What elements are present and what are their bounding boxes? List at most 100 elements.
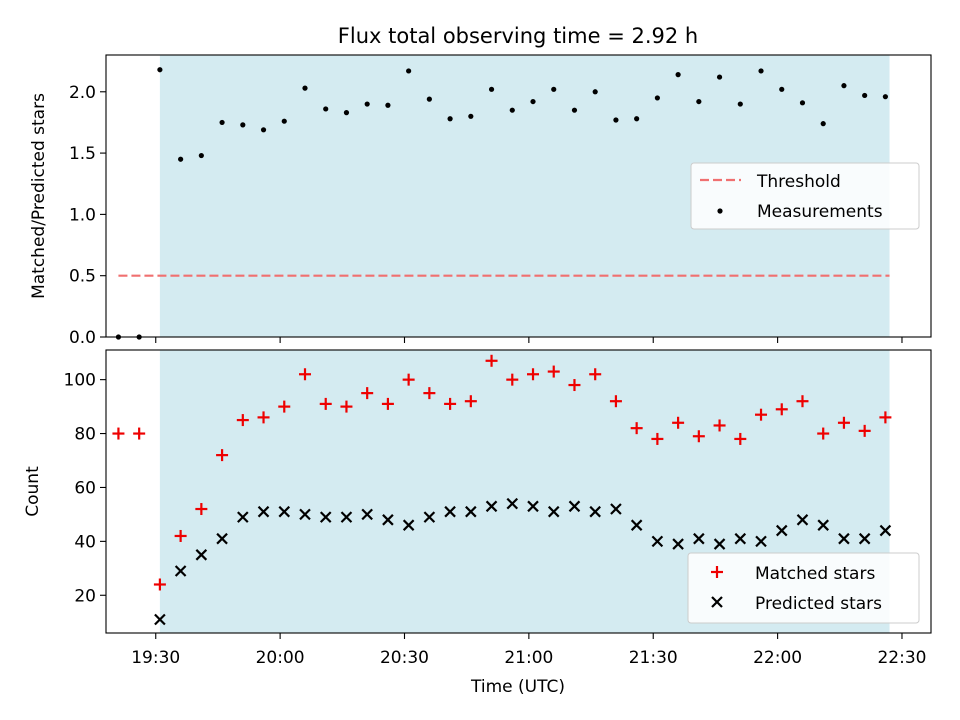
matched-star-point xyxy=(485,354,498,367)
matched-star-point xyxy=(672,416,685,429)
predicted-star-point xyxy=(237,511,249,523)
bottom-legend: Matched stars Predicted stars xyxy=(687,552,920,624)
measurement-point xyxy=(406,68,412,74)
measurement-point xyxy=(571,107,578,113)
matched-star-point xyxy=(609,395,622,408)
predicted-star-point xyxy=(319,511,332,523)
predicted-star-point xyxy=(817,519,829,531)
predicted-star-point xyxy=(257,505,270,518)
measurement-point xyxy=(882,94,888,100)
x-tick-label: 20:00 xyxy=(256,648,305,668)
measurement-point xyxy=(799,100,806,106)
bottom-frame xyxy=(105,349,932,634)
predicted-star-point xyxy=(340,511,353,523)
chart-title: Flux total observing time = 2.92 h xyxy=(338,24,698,48)
top-y-tick-label: 0.5 xyxy=(69,267,96,287)
matched-star-point xyxy=(319,397,332,410)
measurement-point xyxy=(385,102,391,108)
measurement-point xyxy=(654,95,660,101)
measurement-point xyxy=(281,118,287,124)
matched-star-point xyxy=(547,365,560,378)
bottom-y-tick-label: 100 xyxy=(64,371,96,391)
top-y-ticks: 0.0 0.5 1.0 1.5 2.0 xyxy=(69,83,106,348)
predicted-star-point xyxy=(154,613,166,626)
x-tick-label: 22:00 xyxy=(753,648,802,668)
measurement-point xyxy=(613,117,619,123)
matched-star-point xyxy=(837,416,850,429)
x-tick-label: 20:30 xyxy=(380,648,429,668)
measurement-point xyxy=(240,122,246,128)
predicted-star-point xyxy=(527,500,539,513)
measurement-point xyxy=(198,152,204,159)
measurement-point xyxy=(841,83,847,89)
x-tick-label: 22:30 xyxy=(877,648,926,668)
predicted-star-point xyxy=(506,497,519,510)
predicted-star-point xyxy=(734,532,747,545)
predicted-star-point xyxy=(755,535,767,548)
x-tick-label: 21:00 xyxy=(504,648,553,668)
measurement-point xyxy=(447,116,453,122)
matched-star-point xyxy=(278,400,291,413)
x-tick-label: 19:30 xyxy=(131,648,180,668)
matched-star-point xyxy=(568,379,581,392)
legend-threshold-label: Threshold xyxy=(756,172,841,192)
measurement-points xyxy=(115,67,888,340)
bottom-legend-box xyxy=(687,552,920,624)
predicted-star-point xyxy=(485,500,498,513)
matched-star-point xyxy=(298,368,311,381)
measurement-point xyxy=(178,156,184,162)
top-y-tick-label: 1.0 xyxy=(69,205,96,225)
predicted-star-point xyxy=(361,508,373,521)
measurement-point xyxy=(592,89,598,95)
measurement-point xyxy=(634,116,640,122)
measurement-point xyxy=(530,98,536,105)
top-y-tick-label: 1.5 xyxy=(69,144,96,164)
top-legend: Threshold Measurements xyxy=(690,162,920,230)
measurement-point xyxy=(219,119,225,126)
measurement-point xyxy=(675,72,681,78)
matched-star-point xyxy=(257,411,270,424)
matched-star-point xyxy=(692,430,705,443)
predicted-star-point xyxy=(713,538,726,550)
measurement-point xyxy=(758,68,764,74)
top-y-tick-label: 2.0 xyxy=(69,83,96,103)
matched-star-point xyxy=(527,368,540,381)
matched-star-point xyxy=(713,419,726,432)
bottom-y-tick-label: 80 xyxy=(74,425,96,445)
bottom-y-tick-label: 40 xyxy=(74,532,96,552)
matched-star-point xyxy=(775,403,788,416)
predicted-star-point xyxy=(299,508,311,521)
matched-star-point xyxy=(817,427,830,440)
matched-star-point xyxy=(174,529,187,542)
matched-star-point xyxy=(402,373,415,386)
matched-star-point xyxy=(381,397,394,410)
matched-star-point xyxy=(589,368,602,381)
matched-star-point xyxy=(755,408,768,421)
top-frame xyxy=(105,54,932,338)
predicted-star-point xyxy=(568,500,581,513)
matched-star-point xyxy=(133,427,146,440)
predicted-star-point xyxy=(630,519,643,531)
legend-matched-label: Matched stars xyxy=(755,564,875,584)
bottom-y-ticks: 20 40 60 80 100 xyxy=(64,371,106,606)
predicted-star-point xyxy=(693,532,705,545)
matched-star-point xyxy=(444,397,457,410)
predicted-star-point xyxy=(858,532,871,545)
measurement-point xyxy=(779,86,785,92)
matched-star-point xyxy=(796,395,809,408)
bottom-y-tick-label: 60 xyxy=(74,478,96,498)
matched-star-point xyxy=(464,395,477,408)
measurement-point xyxy=(323,106,329,112)
predicted-star-point xyxy=(610,503,622,515)
bottom-y-axis-label: Count xyxy=(23,466,43,517)
legend-predicted-swatch xyxy=(711,596,723,608)
matched-star-point xyxy=(630,422,643,435)
predicted-star-point xyxy=(879,524,892,537)
predicted-star-point xyxy=(651,535,664,548)
matched-star-point xyxy=(153,578,166,591)
top-panel: 0.00.51.01.52.0 Matched/Predicted stars … xyxy=(29,54,932,348)
measurement-point xyxy=(426,96,432,102)
measurement-point xyxy=(468,113,474,119)
measurement-point xyxy=(157,67,163,73)
